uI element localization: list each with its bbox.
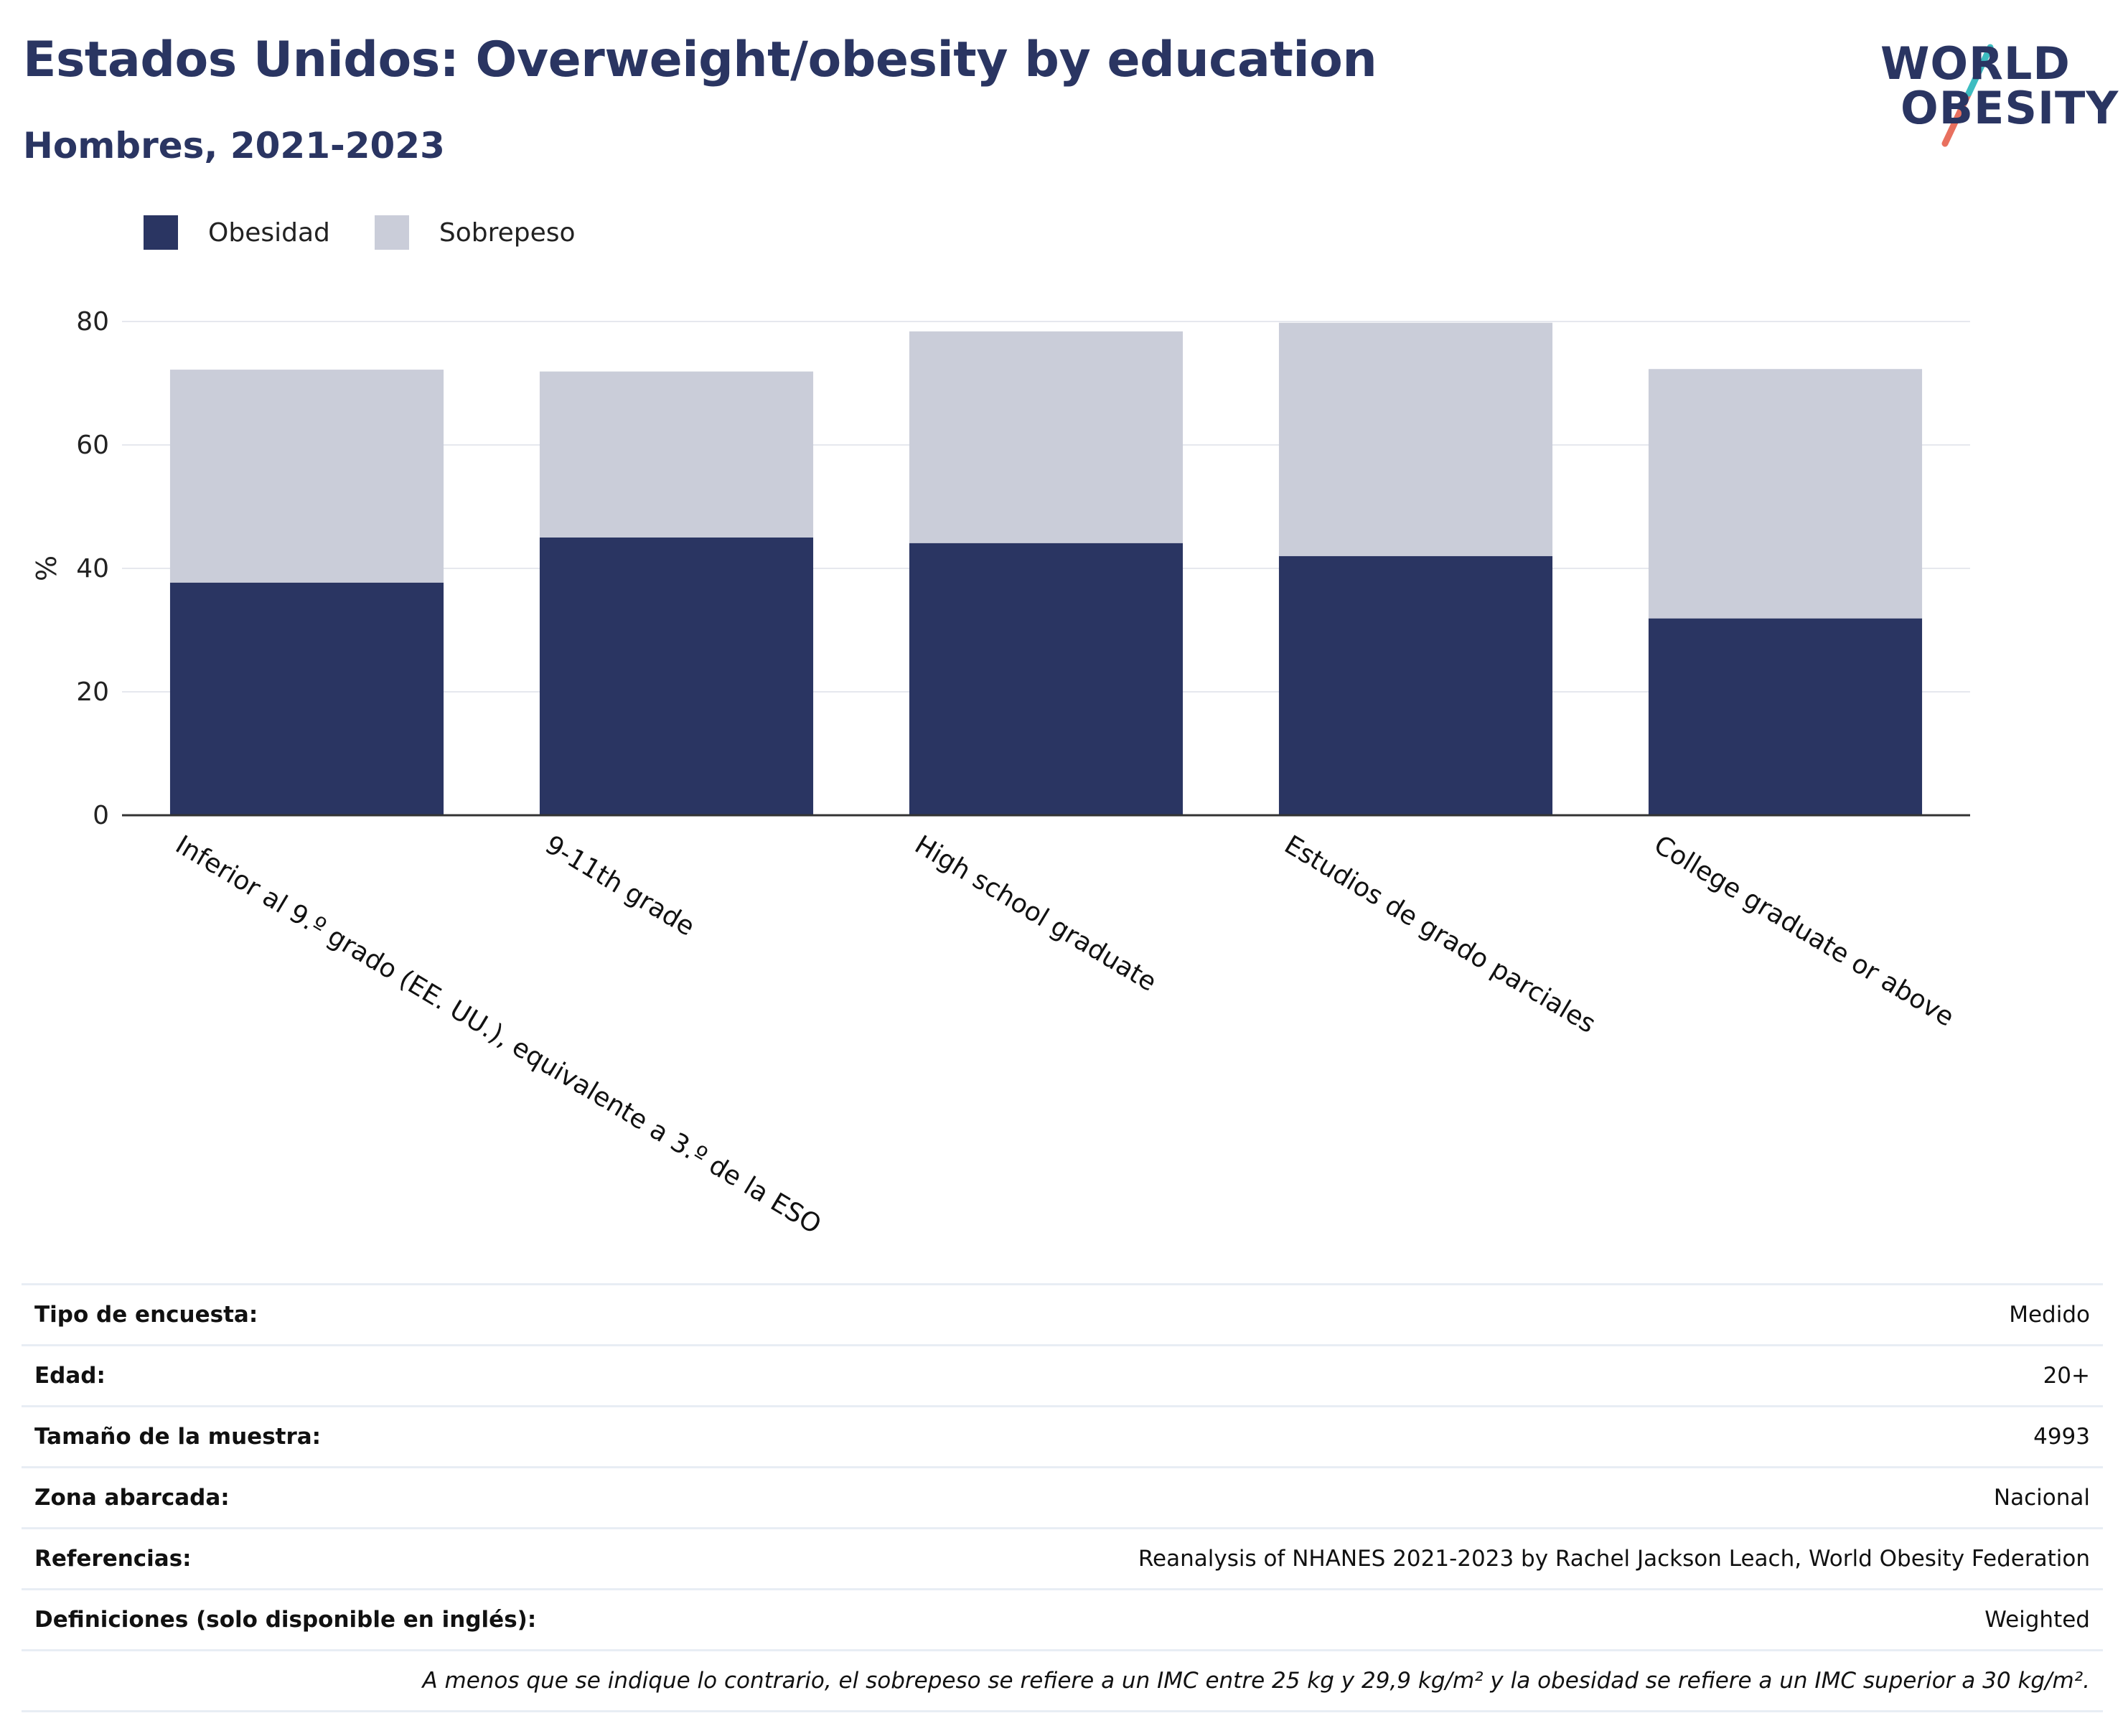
legend-label: Obesidad [208,217,330,248]
y-tick-label: 40 [76,554,109,583]
bar-sobrepeso [169,370,444,583]
metadata-table: Tipo de encuesta: Medido Edad: 20+ Tamañ… [22,1283,2103,1712]
x-tick-label: 9-11th grade [540,830,699,942]
meta-row-survey-type: Tipo de encuesta: Medido [22,1283,2103,1344]
meta-value: 20+ [2043,1363,2090,1389]
y-tick-label: 80 [76,307,109,337]
page-subtitle: Hombres, 2021-2023 [23,125,445,166]
chart-legend: Obesidad Sobrepeso [144,214,620,251]
logo-line-obesity: OBESITY [1901,82,2119,134]
y-tick-label: 0 [93,801,109,830]
logo-slash-icon [1941,44,1994,147]
x-tick-label: Estudios de grado parciales [1279,830,1601,1039]
legend-item-sobrepeso[interactable]: Sobrepeso [374,215,576,250]
legend-label: Sobrepeso [439,217,576,248]
bar-obesidad [169,582,444,815]
bar-chart: 0 20 40 60 80% Inferior al 9.º grado (EE. UU.… [31,307,1970,1240]
meta-value: 4993 [2033,1424,2090,1450]
meta-value: Medido [2009,1302,2090,1328]
logo-line-world: WORLD [1880,37,2071,90]
bar-sobrepeso [1648,369,1923,619]
meta-row-definitions: Definiciones (solo disponible en inglés)… [22,1588,2103,1649]
meta-row-area: Zona abarcada: Nacional [22,1466,2103,1527]
meta-label: Definiciones (solo disponible en inglés)… [34,1607,537,1633]
page-title: Estados Unidos: Overweight/obesity by ed… [23,32,1377,88]
legend-item-obesidad[interactable]: Obesidad [144,215,330,250]
bar-obesidad [1278,555,1553,815]
meta-row-sample-size: Tamaño de la muestra: 4993 [22,1405,2103,1466]
y-tick-label: 20 [76,677,109,707]
meta-row-age: Edad: 20+ [22,1344,2103,1405]
meta-label: Tipo de encuesta: [34,1302,258,1328]
bar-sobrepeso [909,331,1184,543]
bar-obesidad [1648,618,1923,815]
bar-obesidad [539,538,814,815]
meta-value: Reanalysis of NHANES 2021-2023 by Rachel… [1138,1546,2090,1572]
meta-value: Weighted [1984,1607,2090,1633]
y-axis-label: % [31,555,62,581]
meta-label: Referencias: [34,1546,192,1572]
bar-obesidad [909,543,1184,815]
meta-label: Tamaño de la muestra: [34,1424,322,1450]
bar-sobrepeso [1278,322,1553,556]
x-tick-label: Inferior al 9.º grado (EE. UU.), equival… [170,830,826,1240]
definition-note: A menos que se indique lo contrario, el … [22,1649,2103,1712]
legend-swatch-obesidad [144,215,178,250]
x-tick-label: High school graduate [909,830,1161,998]
meta-value: Nacional [1993,1485,2090,1511]
meta-label: Zona abarcada: [34,1485,230,1511]
legend-swatch-sobrepeso [374,215,409,250]
bar-sobrepeso [539,371,814,538]
meta-row-references: Referencias: Reanalysis of NHANES 2021-2… [22,1527,2103,1588]
x-tick-label: College graduate or above [1649,830,1959,1033]
world-obesity-logo: WORLD OBESITY [1873,22,2118,151]
y-tick-label: 60 [76,431,109,460]
meta-label: Edad: [34,1363,106,1389]
